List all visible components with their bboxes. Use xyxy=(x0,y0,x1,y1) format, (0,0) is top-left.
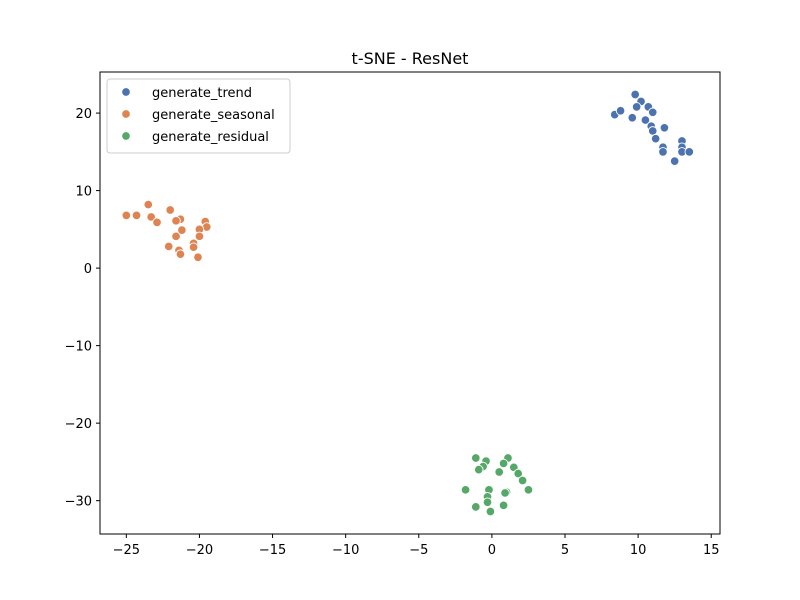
data-point xyxy=(498,458,509,469)
data-point xyxy=(188,242,199,252)
data-point xyxy=(485,506,496,517)
data-point xyxy=(193,252,203,263)
y-tick-label: 10 xyxy=(75,185,92,200)
x-tick-label: −15 xyxy=(259,543,286,558)
data-point xyxy=(640,115,651,125)
data-point xyxy=(647,107,658,118)
x-tick-label: −10 xyxy=(332,543,359,558)
legend-marker xyxy=(121,131,131,141)
data-point xyxy=(194,231,205,242)
data-point xyxy=(482,497,493,507)
chart-title: t-SNE - ResNet xyxy=(352,49,469,68)
data-point xyxy=(513,468,523,479)
data-point xyxy=(121,210,132,221)
data-point xyxy=(152,217,162,228)
x-tick-label: −25 xyxy=(113,543,140,558)
data-point xyxy=(627,112,638,123)
legend: generate_trend generate_seasonal generate_… xyxy=(106,78,291,154)
data-point xyxy=(146,212,156,222)
data-point xyxy=(473,464,484,475)
data-point xyxy=(494,467,504,477)
data-point xyxy=(471,453,481,463)
y-tick-label: 0 xyxy=(84,262,92,277)
axes-frame xyxy=(99,71,721,535)
data-point xyxy=(684,147,695,157)
legend-marker xyxy=(121,109,131,119)
legend-label: generate_seasonal xyxy=(152,108,275,123)
data-point xyxy=(523,485,534,495)
data-point xyxy=(631,102,642,112)
data-point xyxy=(143,199,154,210)
legend-label: generate_residual xyxy=(152,130,269,145)
data-point xyxy=(500,488,510,498)
legend-label: generate_trend xyxy=(152,86,252,101)
data-point xyxy=(498,500,509,511)
data-point xyxy=(630,89,640,100)
y-tick-label: −20 xyxy=(65,417,92,432)
data-point xyxy=(650,133,661,144)
x-tick-label: −5 xyxy=(409,543,428,558)
data-point xyxy=(163,241,174,252)
y-tick-label: 20 xyxy=(75,107,92,122)
legend-box xyxy=(106,78,291,154)
data-point xyxy=(165,205,175,215)
y-tick-label: −10 xyxy=(65,340,92,355)
data-point xyxy=(517,475,528,486)
x-tick-label: −20 xyxy=(186,543,213,558)
x-tick-label: 10 xyxy=(630,543,647,558)
x-tick-label: 0 xyxy=(488,543,496,558)
data-point xyxy=(171,231,181,242)
data-point xyxy=(471,502,481,512)
plot-area: −25 −20 −15 −10 −5 0 5 10 15 −30 −20 −10 0 10 20 xyxy=(65,71,721,558)
data-point xyxy=(669,156,680,166)
data-point xyxy=(175,249,186,259)
data-point xyxy=(615,106,626,116)
y-tick-label: −30 xyxy=(65,495,92,510)
data-point xyxy=(177,225,187,235)
data-point xyxy=(460,485,471,495)
x-tick-label: 15 xyxy=(703,543,720,558)
data-point xyxy=(658,147,668,157)
x-tick-label: 5 xyxy=(561,543,569,558)
data-point xyxy=(659,123,670,133)
data-point xyxy=(171,216,181,226)
legend-marker xyxy=(121,87,131,97)
data-point xyxy=(131,210,142,221)
